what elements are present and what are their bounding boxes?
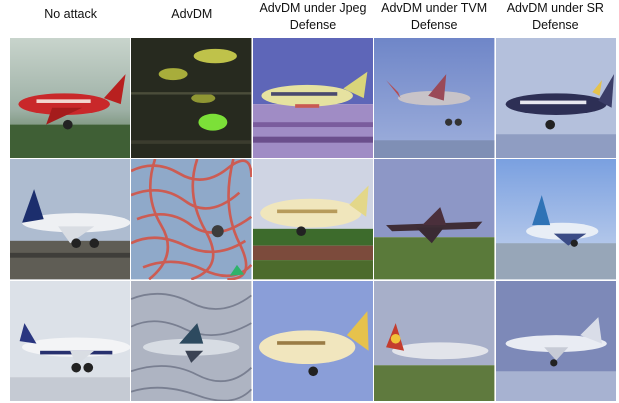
column-title-sr-defense: AdvDM under SR Defense: [506, 1, 604, 32]
column-title-jpeg-defense: AdvDM under Jpeg Defense: [259, 1, 367, 32]
image-r3-jpeg-defense: [252, 280, 374, 401]
image-r2-advdm: [131, 159, 252, 280]
image-r1-jpeg-defense: [252, 38, 374, 159]
column-title-no-attack: No attack: [44, 7, 97, 21]
image-r3-no-attack: [10, 280, 131, 401]
column-title-tvm-defense: AdvDM under TVM Defense: [381, 1, 488, 32]
image-r2-tvm-defense: [374, 159, 495, 280]
image-r3-tvm-defense: [374, 280, 495, 401]
image-r3-advdm: [131, 280, 252, 401]
image-r2-jpeg-defense: [252, 159, 374, 280]
column-title-advdm: AdvDM: [171, 7, 213, 21]
image-r1-no-attack: [10, 38, 131, 159]
column-headers: No attack AdvDM AdvDM under Jpeg Defense…: [10, 0, 616, 38]
image-grid: [10, 38, 616, 401]
image-r1-sr-defense: [495, 38, 616, 159]
image-r1-tvm-defense: [374, 38, 495, 159]
image-r2-no-attack: [10, 159, 131, 280]
image-r2-sr-defense: [495, 159, 616, 280]
image-r3-sr-defense: [495, 280, 616, 401]
image-r1-advdm: [131, 38, 252, 159]
